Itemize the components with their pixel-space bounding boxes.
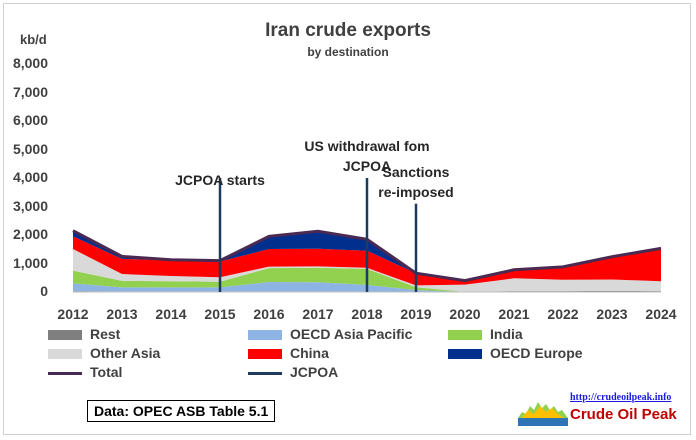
x-tick-label: 2016 bbox=[253, 306, 285, 322]
chart-title: Iran crude exports bbox=[265, 20, 431, 41]
x-tick-label: 2015 bbox=[204, 306, 236, 322]
legend-label-oecd-asia-pacific: OECD Asia Pacific bbox=[290, 326, 413, 342]
legend-label-other-asia: Other Asia bbox=[90, 345, 161, 361]
x-tick-label: 2013 bbox=[106, 306, 138, 322]
chart-legend: Rest OECD Asia Pacific India Other Asia … bbox=[48, 326, 608, 386]
chart-frame bbox=[3, 3, 691, 435]
x-tick-label: 2024 bbox=[645, 306, 677, 322]
x-tick-label: 2022 bbox=[547, 306, 579, 322]
x-tick-label: 2012 bbox=[57, 306, 89, 322]
legend-line-total bbox=[48, 372, 82, 375]
legend-label-jcpoa: JCPOA bbox=[290, 364, 339, 380]
y-tick-label: 3,000 bbox=[12, 197, 48, 214]
legend-swatch-oecd-asia-pacific bbox=[248, 330, 282, 340]
legend-label-oecd-europe: OECD Europe bbox=[490, 345, 583, 361]
y-tick-label: 4,000 bbox=[12, 169, 48, 185]
source-note: Data: OPEC ASB Table 5.1 bbox=[87, 400, 276, 422]
event-annotation: JCPOA starts bbox=[130, 170, 310, 190]
y-tick-label: 6,000 bbox=[12, 112, 48, 128]
y-tick-label: 1,000 bbox=[12, 254, 48, 271]
event-annotation-line: re-imposed bbox=[378, 183, 454, 200]
y-tick-label: 7,000 bbox=[12, 83, 48, 100]
legend-line-jcpoa bbox=[248, 372, 282, 375]
legend-swatch-india bbox=[448, 330, 482, 340]
event-annotation-line: Sanctions bbox=[382, 163, 450, 180]
y-tick-label: 2,000 bbox=[12, 226, 48, 242]
event-annotation: US withdrawal fom JCPOA bbox=[277, 136, 457, 176]
x-tick-label: 2019 bbox=[400, 306, 432, 322]
y-tick-label: 0 bbox=[40, 283, 48, 299]
logo-url[interactable]: http://crudeoilpeak.info bbox=[570, 392, 672, 403]
x-tick-label: 2017 bbox=[302, 306, 334, 322]
chart-subtitle: by destination bbox=[307, 45, 389, 59]
y-tick-label: 8,000 bbox=[12, 55, 48, 71]
x-tick-label: 2023 bbox=[596, 306, 628, 322]
event-annotation-line: US withdrawal fom bbox=[304, 138, 430, 154]
y-tick-label: 5,000 bbox=[12, 140, 48, 157]
x-tick-label: 2020 bbox=[449, 306, 481, 322]
legend-swatch-other-asia bbox=[48, 349, 82, 359]
legend-swatch-china bbox=[248, 349, 282, 359]
event-annotation-line: JCPOA bbox=[342, 158, 392, 174]
legend-label-rest: Rest bbox=[90, 326, 121, 342]
legend-label-india: India bbox=[490, 326, 523, 342]
legend-label-china: China bbox=[290, 345, 329, 361]
x-tick-label: 2018 bbox=[351, 306, 383, 322]
legend-label-total: Total bbox=[90, 364, 123, 380]
legend-swatch-rest bbox=[48, 330, 82, 340]
event-annotation: Sanctions re-imposed bbox=[326, 162, 506, 202]
legend-swatch-oecd-europe bbox=[448, 349, 482, 359]
event-annotation-line: JCPOA starts bbox=[175, 172, 265, 188]
x-tick-label: 2014 bbox=[155, 306, 187, 322]
crude-oil-peak-logo[interactable]: http://crudeoilpeak.info Crude Oil Peak bbox=[518, 392, 688, 428]
oil-peak-logo-icon bbox=[518, 402, 568, 426]
y-axis-label: kb/d bbox=[20, 32, 47, 47]
logo-name: Crude Oil Peak bbox=[570, 406, 677, 423]
x-tick-label: 2021 bbox=[498, 306, 530, 322]
